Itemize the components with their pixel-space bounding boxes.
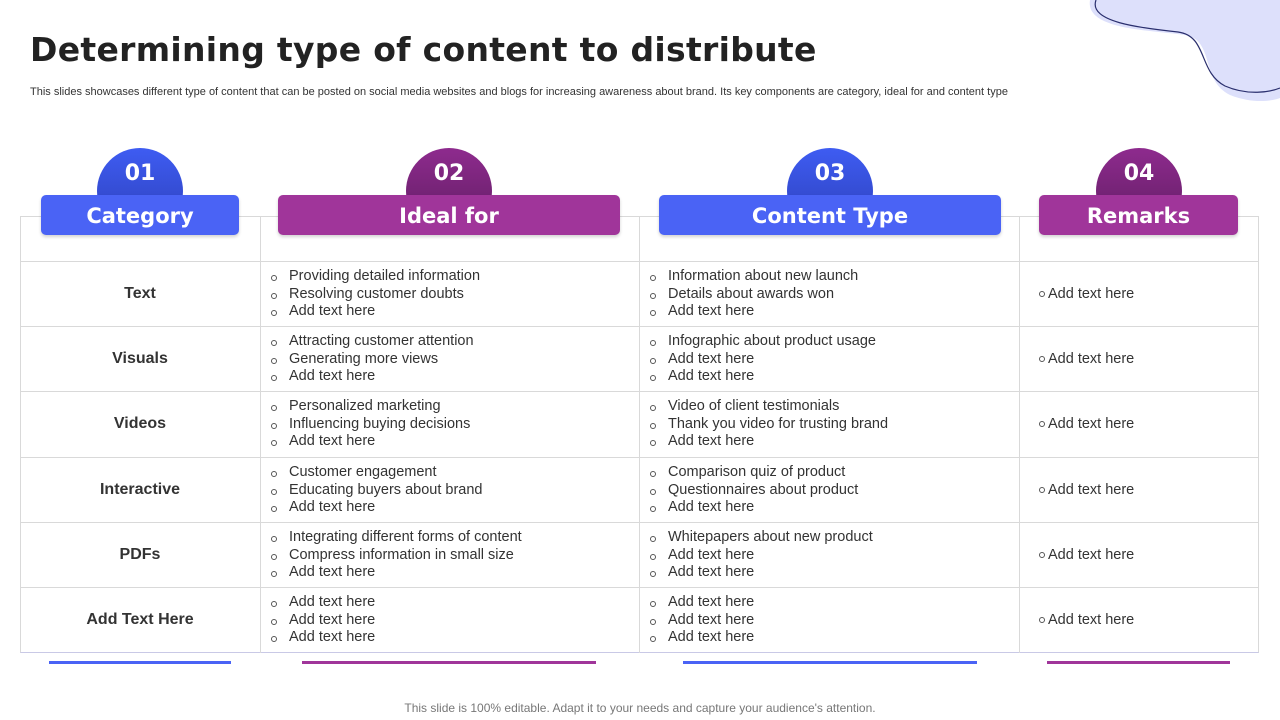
list-item: Add text here xyxy=(649,547,873,565)
category-cell: Visuals xyxy=(112,349,168,367)
remark-cell: Add text here xyxy=(1029,457,1134,522)
list-item: Infographic about product usage xyxy=(649,333,876,351)
category-cell: Videos xyxy=(113,414,167,432)
remark-cell: Add text here xyxy=(1029,261,1134,326)
accent-underline xyxy=(1047,661,1230,664)
header-category: Category xyxy=(41,195,239,235)
list-item: Personalized marketing xyxy=(270,398,470,416)
category-cell: Interactive xyxy=(99,480,181,498)
list-item: Whitepapers about new product xyxy=(649,529,873,547)
accent-underline xyxy=(49,661,231,664)
row-divider xyxy=(20,261,1259,262)
content-type-list: Video of client testimonials Thank you v… xyxy=(649,398,888,451)
table-row: Interactive Customer engagement Educatin… xyxy=(20,457,1259,522)
ideal-for-list: Attracting customer attention Generating… xyxy=(270,333,474,386)
list-item: Add text here xyxy=(270,368,474,386)
remark-cell: Add text here xyxy=(1029,391,1134,456)
list-item: Add text here xyxy=(649,629,754,647)
remark-cell: Add text here xyxy=(1029,522,1134,587)
header-ideal-for: Ideal for xyxy=(278,195,620,235)
list-item: Add text here xyxy=(649,499,858,517)
row-divider xyxy=(20,391,1259,392)
list-item: Add text here xyxy=(270,433,470,451)
list-item: Add text here xyxy=(270,612,375,630)
column-divider xyxy=(639,216,640,653)
list-item: Customer engagement xyxy=(270,464,482,482)
list-item: Comparison quiz of product xyxy=(649,464,858,482)
list-item: Attracting customer attention xyxy=(270,333,474,351)
table-row: Add Text Here Add text here Add text her… xyxy=(20,587,1259,652)
remark-cell: Add text here xyxy=(1029,326,1134,391)
content-type-list: Add text here Add text here Add text her… xyxy=(649,594,754,647)
table-row: Videos Personalized marketing Influencin… xyxy=(20,391,1259,456)
header-remarks: Remarks xyxy=(1039,195,1238,235)
list-item: Add text here xyxy=(649,433,888,451)
page-title: Determining type of content to distribut… xyxy=(30,30,817,69)
list-item: Video of client testimonials xyxy=(649,398,888,416)
content-type-list: Comparison quiz of product Questionnaire… xyxy=(649,464,858,517)
list-item: Add text here xyxy=(649,564,873,582)
row-divider xyxy=(20,457,1259,458)
list-item: Information about new launch xyxy=(649,268,858,286)
list-item: Resolving customer doubts xyxy=(270,286,480,304)
accent-underline xyxy=(302,661,596,664)
ideal-for-list: Personalized marketing Influencing buyin… xyxy=(270,398,470,451)
list-item: Add text here xyxy=(270,594,375,612)
list-item: Add text here xyxy=(270,499,482,517)
list-item: Add text here xyxy=(649,303,858,321)
category-cell: PDFs xyxy=(119,545,161,563)
table-row: Text Providing detailed information Reso… xyxy=(20,261,1259,326)
list-item: Integrating different forms of content xyxy=(270,529,522,547)
row-divider xyxy=(20,587,1259,588)
table-row: Visuals Attracting customer attention Ge… xyxy=(20,326,1259,391)
accent-underline xyxy=(683,661,977,664)
list-item: Influencing buying decisions xyxy=(270,416,470,434)
list-item: Thank you video for trusting brand xyxy=(649,416,888,434)
list-item: Add text here xyxy=(649,594,754,612)
ideal-for-list: Providing detailed information Resolving… xyxy=(270,268,480,321)
list-item: Providing detailed information xyxy=(270,268,480,286)
ideal-for-list: Customer engagement Educating buyers abo… xyxy=(270,464,482,517)
ideal-for-list: Integrating different forms of content C… xyxy=(270,529,522,582)
list-item: Compress information in small size xyxy=(270,547,522,565)
content-type-list: Infographic about product usage Add text… xyxy=(649,333,876,386)
row-divider xyxy=(20,326,1259,327)
column-divider xyxy=(260,216,261,653)
row-divider xyxy=(20,522,1259,523)
table-row: PDFs Integrating different forms of cont… xyxy=(20,522,1259,587)
category-cell: Add Text Here xyxy=(86,610,194,628)
list-item: Add text here xyxy=(270,564,522,582)
content-type-list: Whitepapers about new product Add text h… xyxy=(649,529,873,582)
header-content-type: Content Type xyxy=(659,195,1001,235)
column-divider xyxy=(1019,216,1020,653)
list-item: Add text here xyxy=(649,368,876,386)
list-item: Educating buyers about brand xyxy=(270,482,482,500)
footer-note: This slide is 100% editable. Adapt it to… xyxy=(404,701,876,715)
list-item: Generating more views xyxy=(270,351,474,369)
ideal-for-list: Add text here Add text here Add text her… xyxy=(270,594,375,647)
list-item: Add text here xyxy=(649,351,876,369)
content-type-list: Information about new launch Details abo… xyxy=(649,268,858,321)
page-subtitle: This slides showcases different type of … xyxy=(30,86,1008,98)
list-item: Add text here xyxy=(270,303,480,321)
list-item: Questionnaires about product xyxy=(649,482,858,500)
list-item: Add text here xyxy=(270,629,375,647)
category-cell: Text xyxy=(124,284,156,302)
list-item: Add text here xyxy=(649,612,754,630)
list-item: Details about awards won xyxy=(649,286,858,304)
remark-cell: Add text here xyxy=(1029,587,1134,652)
